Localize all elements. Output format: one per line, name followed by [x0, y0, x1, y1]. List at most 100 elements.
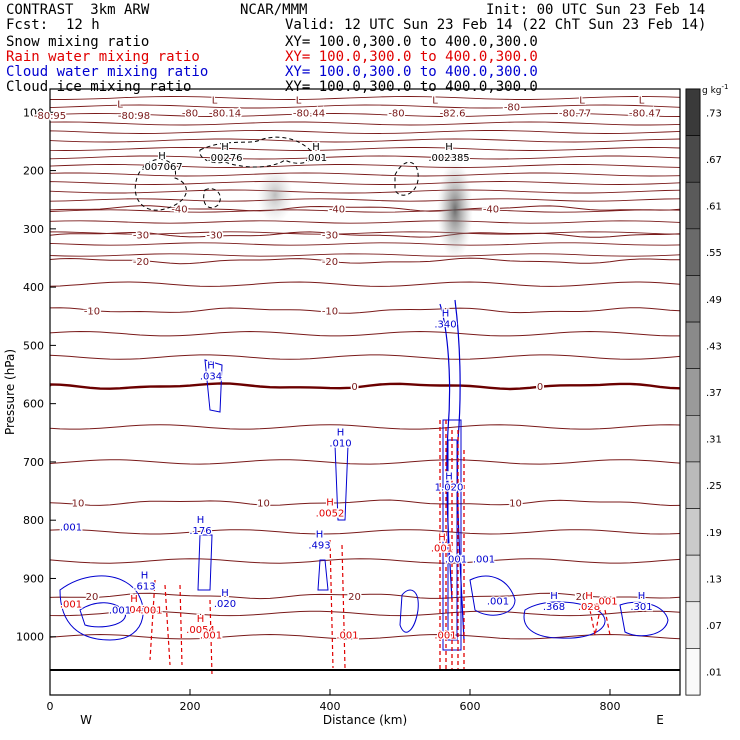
isotherm-value-label: -30	[206, 231, 222, 242]
extremum-value: .028	[578, 602, 600, 613]
extremum-marker: H	[221, 142, 229, 153]
contour-value-label: .001	[595, 597, 617, 608]
isotherm-value-label: 20	[86, 592, 99, 603]
model-title: CONTRAST 3km ARW	[6, 2, 150, 18]
isotherm-value-label: -80	[388, 108, 404, 119]
isotherm-value-label: 0	[537, 382, 543, 393]
isotherm-value-label: -82.6	[440, 108, 466, 119]
fcst-value: 12 h	[66, 17, 100, 33]
extremum-marker: L	[639, 96, 645, 107]
stratosphere-line	[50, 164, 680, 168]
contour-value-labels: .001.001.001.001.001.001.001.001.001.001…	[59, 521, 619, 642]
extremum-marker: L	[579, 96, 585, 107]
plot-frame	[49, 88, 681, 696]
field-name-cloud-ice: Cloud ice mixing ratio	[6, 79, 192, 95]
extremum-marker: H	[197, 614, 205, 625]
isotherm-value-label: -80.77	[559, 108, 591, 119]
isotherm-line	[50, 499, 680, 507]
colorbar-step	[685, 88, 701, 136]
x-axis-label: Distance (km)	[323, 713, 407, 727]
extremum-marker: H	[326, 498, 334, 509]
extremum-marker: H	[585, 591, 593, 602]
colorbar-label: .31	[706, 435, 722, 446]
isotherm-value-label: -80	[504, 102, 520, 113]
contour-value-label: .001	[200, 630, 222, 641]
isotherm-line	[50, 281, 680, 287]
isotherm-value-label: -80.47	[629, 108, 661, 119]
cloud-contour-east-b	[523, 601, 606, 639]
isotherm-value-label: -40	[171, 204, 187, 215]
extremum-value: .001	[305, 153, 327, 164]
extremum-marker: H	[442, 308, 450, 319]
extremum-value: .034	[200, 372, 222, 383]
upper-isotherm-line	[50, 242, 680, 246]
contour-value-label: .001	[109, 605, 131, 616]
y-tick-label: 500	[23, 339, 44, 352]
isotherm-value-label: -20	[133, 257, 149, 268]
isotherm-value-label: 20	[576, 592, 589, 603]
colorbar-step	[685, 321, 701, 369]
x-tick-label: 0	[47, 700, 54, 713]
snow-contour-4	[203, 188, 221, 209]
extrema-labels: L L L L L LH.007067H.00276H.001H.002385H.340H…	[116, 94, 654, 637]
colorbar-step	[685, 415, 701, 463]
extremum-value: .176	[189, 526, 211, 537]
colorbar-step	[685, 648, 701, 696]
init-time: Init: 00 UTC Sun 23 Feb 14	[486, 2, 706, 18]
org-label: NCAR/MMM	[240, 2, 308, 18]
extremum-marker: L	[117, 100, 123, 111]
extremum-marker: H	[638, 591, 646, 602]
extremum-value: .007067	[141, 162, 182, 173]
rain-contours-core	[439, 420, 465, 670]
x-endpoint-east: E	[656, 713, 664, 727]
y-tick-label: 700	[23, 456, 44, 469]
rain-contours-mid	[329, 539, 346, 669]
x-tick-label: 800	[600, 700, 621, 713]
isotherm-line	[50, 382, 680, 391]
stratosphere-line	[50, 155, 680, 160]
stratosphere-line	[50, 172, 680, 177]
isotherm-line	[50, 231, 680, 238]
cloud-contour-lowwest-b	[79, 602, 126, 628]
y-tick-label: 600	[23, 398, 44, 411]
stratosphere-line	[50, 181, 680, 185]
extremum-marker: H	[197, 515, 205, 526]
isotherm-value-label: -80.44	[293, 108, 325, 119]
isotherm-value-label: 20	[348, 592, 361, 603]
isotherm-line	[50, 592, 680, 600]
colorbar-step	[685, 135, 701, 183]
extremum-marker: H	[316, 530, 324, 541]
extremum-marker: H	[438, 533, 446, 544]
cloud-contour-mid-b	[317, 559, 329, 591]
field-xy-rain: XY= 100.0,300.0 to 400.0,300.0	[285, 49, 538, 65]
contour-value-label: .001	[473, 555, 495, 566]
stratosphere-line	[50, 189, 680, 194]
colorbar-label: .19	[706, 528, 722, 539]
colorbar-label: .07	[706, 621, 722, 632]
colorbar-step	[685, 461, 701, 509]
isotherm-line	[50, 529, 680, 535]
isotherm-value-label: -40	[329, 204, 345, 215]
x-tick-label: 400	[320, 700, 341, 713]
isotherm-value-label: -80.98	[118, 111, 150, 122]
isotherm-value-label: -80.14	[209, 108, 241, 119]
isotherm-value-label: -10	[84, 306, 100, 317]
upper-isotherm-line	[50, 198, 680, 202]
colorbar-label: .37	[706, 388, 722, 399]
field-xy-snow: XY= 100.0,300.0 to 400.0,300.0	[285, 34, 538, 50]
extremum-marker: H	[445, 142, 453, 153]
extremum-value: .301	[630, 602, 652, 613]
stratosphere-line	[50, 121, 680, 126]
y-axis-label: Pressure (hPa)	[3, 349, 17, 435]
colorbar-step	[685, 275, 701, 323]
extremum-value: .020	[214, 599, 236, 610]
stratosphere-line	[50, 130, 680, 134]
isotherm-value-label: -30	[322, 231, 338, 242]
isotherm-value-label: -80	[182, 108, 198, 119]
extremum-marker: L	[432, 96, 438, 107]
y-tick-label: 200	[23, 165, 44, 178]
extremum-marker: H	[221, 588, 229, 599]
colorbar-step	[685, 601, 701, 649]
extremum-value: .0054	[186, 625, 215, 636]
extremum-marker: H	[141, 570, 149, 581]
